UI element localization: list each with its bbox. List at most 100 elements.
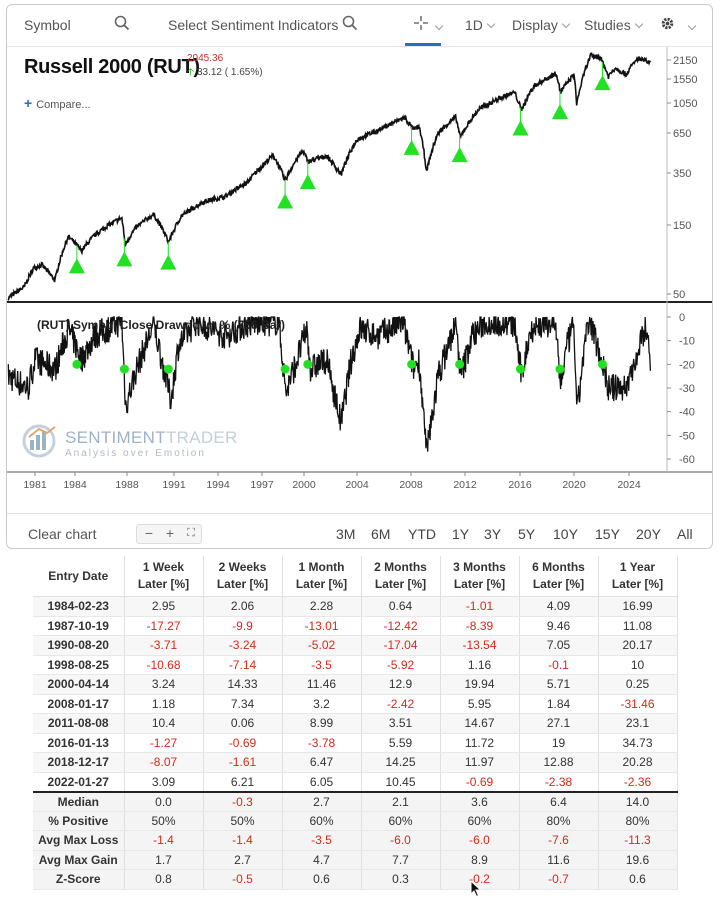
column-header: Entry Date [33, 556, 125, 597]
column-header: 2 Weeks Later [%] [203, 556, 283, 597]
chevron-down-icon [634, 19, 643, 29]
table-cell: -5.02 [282, 635, 362, 656]
search-icon[interactable] [342, 15, 358, 31]
table-cell: -6.0 [440, 830, 520, 851]
zoom-out-button[interactable]: − [144, 525, 154, 541]
row-label: 2018-12-17 [33, 752, 125, 773]
table-cell: 20.28 [598, 752, 678, 773]
table-row: 2011-08-08 10.4 0.06 8.99 3.51 14.67 27.1 23.1 [33, 713, 678, 734]
zoom-in-button[interactable]: + [165, 525, 175, 541]
range-button-3m[interactable]: 3M [336, 526, 356, 542]
fit-icon[interactable]: ⛶ [187, 527, 195, 539]
range-button-5y[interactable]: 5Y [518, 526, 536, 542]
sentiment-indicators-input[interactable]: Select Sentiment Indicators [168, 17, 339, 33]
chevron-down-icon[interactable] [687, 21, 697, 31]
search-icon[interactable] [114, 15, 130, 31]
table-cell: 11.97 [440, 752, 520, 773]
compare-button[interactable]: + Compare... [24, 95, 91, 111]
table-cell: -1.27 [124, 733, 204, 753]
range-button-20y[interactable]: 20Y [636, 526, 661, 542]
range-button-10y[interactable]: 10Y [553, 526, 578, 542]
row-label: 1990-08-20 [33, 635, 125, 656]
range-button-ytd[interactable]: YTD [408, 526, 436, 542]
table-cell: 80% [519, 811, 599, 831]
table-cell: 5.71 [519, 674, 599, 695]
range-button-1y[interactable]: 1Y [452, 526, 470, 542]
column-header: 6 Months Later [%] [519, 556, 599, 597]
studies-label: Studies [584, 17, 631, 33]
table-cell: -31.46 [598, 694, 678, 714]
table-cell: 9.46 [519, 616, 599, 636]
signal-dot [597, 359, 607, 369]
table-cell: 1.84 [519, 694, 599, 714]
stats-row: Z-Score 0.8 -0.5 0.6 0.3 -0.2 -0.7 0.6 [33, 869, 678, 890]
interval-dropdown[interactable]: 1D [465, 17, 496, 33]
clear-chart-button[interactable]: Clear chart [28, 526, 97, 542]
table-cell: 60% [440, 811, 520, 831]
table-cell: 0.3 [361, 869, 441, 890]
row-label: 2016-01-13 [33, 733, 125, 753]
range-button-15y[interactable]: 15Y [595, 526, 620, 542]
range-button-3y[interactable]: 3Y [484, 526, 502, 542]
symbol-input[interactable]: Symbol [24, 17, 71, 33]
x-tick-label: 2008 [399, 479, 423, 491]
table-cell: 6.05 [282, 772, 362, 792]
table-cell: -17.04 [361, 635, 441, 656]
column-header: 2 Months Later [%] [361, 556, 441, 597]
table-header-row: Entry Date 1 Week Later [%] 2 Weeks Later … [33, 556, 678, 597]
table-cell: -1.4 [124, 830, 204, 851]
chevron-down-icon[interactable] [434, 21, 444, 31]
drawdown-chart[interactable]: 0 -10 -20 -30 -40 -50 -60 1981 1984 1988 1991 1994 1… [7, 301, 712, 513]
table-cell: 12.9 [361, 674, 441, 695]
price-chart[interactable]: 2150 1550 1050 650 350 150 50 [7, 47, 712, 303]
studies-dropdown[interactable]: Studies [584, 17, 643, 33]
table-cell: 34.73 [598, 733, 678, 753]
range-button-6m[interactable]: 6M [371, 526, 391, 542]
price-tick-label: 50 [673, 289, 685, 301]
x-tick-label: 1997 [250, 479, 274, 491]
zoom-controls: − + ⛶ [136, 524, 202, 544]
sentimentrader-logo-icon [22, 424, 56, 458]
table-row: 2000-04-14 3.24 14.33 11.46 12.9 19.94 5.71 0.2… [33, 674, 678, 695]
table-cell: -12.42 [361, 616, 441, 636]
crosshair-icon[interactable] [413, 15, 429, 31]
table-cell: 50% [203, 811, 283, 831]
price-tick-label: 350 [673, 168, 691, 180]
price-tick-label: 1550 [673, 74, 697, 86]
table-cell: 0.64 [361, 596, 441, 617]
chart-toolbar: Symbol Select Sentiment Indicators 1D Di… [7, 5, 712, 47]
price-tick-label: 150 [673, 220, 691, 232]
drawdown-tick-label: -10 [679, 336, 695, 348]
signal-dot [72, 359, 82, 369]
row-label: 1998-08-25 [33, 655, 125, 675]
range-button-all[interactable]: All [677, 526, 693, 542]
last-price: 2045.36 [187, 53, 224, 64]
signal-dot [303, 359, 313, 369]
table-row: 1998-08-25 -10.68 -7.14 -3.5 -5.92 1.16 -0.1 10 [33, 655, 678, 675]
display-dropdown[interactable]: Display [512, 17, 571, 33]
table-cell: 3.09 [124, 772, 204, 792]
table-row: 2016-01-13 -1.27 -0.69 -3.78 5.59 11.72 19 34.7… [33, 733, 678, 753]
table-cell: -0.3 [203, 790, 283, 812]
table-cell: 50% [124, 811, 204, 831]
column-header: 1 Month Later [%] [282, 556, 362, 597]
table-cell: -2.42 [361, 694, 441, 714]
table-cell: 8.99 [282, 713, 362, 734]
x-tick-label: 2000 [292, 479, 316, 491]
table-cell: -1.4 [203, 830, 283, 851]
table-cell: 10.4 [124, 713, 204, 734]
table-cell: 12.88 [519, 752, 599, 773]
table-cell: 4.7 [282, 850, 362, 870]
column-header: 1 Year Later [%] [598, 556, 678, 597]
signal-triangle [160, 254, 177, 270]
table-cell: 16.99 [598, 596, 678, 617]
signal-dot [119, 364, 129, 374]
table-cell: 5.59 [361, 733, 441, 753]
table-cell: 60% [282, 811, 362, 831]
watermark-brand-a: SENTIMENT [65, 428, 166, 447]
table-cell: 2.95 [124, 596, 204, 617]
table-cell: 1.16 [440, 655, 520, 675]
chart-bottom-bar: Clear chart − + ⛶ 3M 6M YTD 1Y 3Y 5Y 10Y… [7, 513, 712, 548]
gear-icon[interactable] [660, 16, 675, 31]
table-cell: 23.1 [598, 713, 678, 734]
